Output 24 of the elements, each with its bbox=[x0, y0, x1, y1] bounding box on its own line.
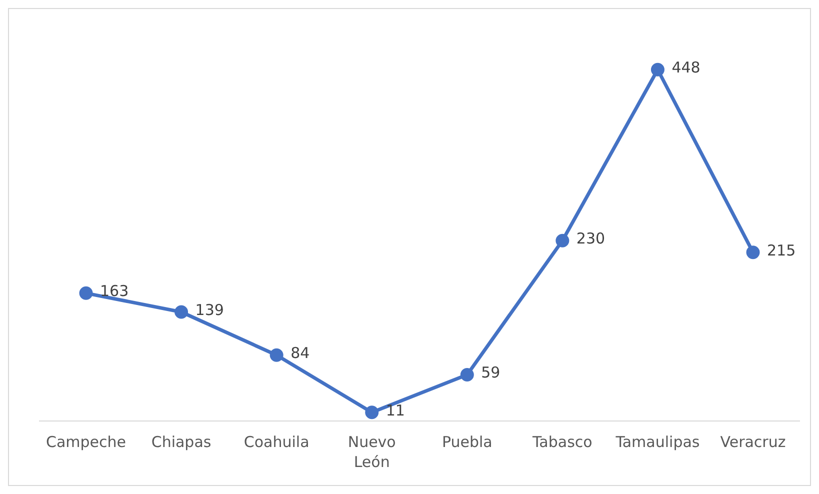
x-tick-label: Campeche bbox=[46, 433, 126, 451]
data-label: 163 bbox=[100, 282, 129, 300]
data-label: 215 bbox=[767, 241, 796, 260]
point bbox=[556, 234, 570, 248]
point bbox=[79, 286, 93, 300]
point bbox=[270, 348, 284, 362]
data-label: 84 bbox=[290, 344, 310, 362]
x-tick-label: Chiapas bbox=[151, 433, 212, 451]
point bbox=[460, 368, 474, 382]
data-label: 11 bbox=[386, 401, 405, 420]
point bbox=[365, 406, 379, 420]
data-label: 448 bbox=[672, 58, 700, 77]
data-label: 230 bbox=[576, 230, 606, 248]
x-tick-label: Coahuila bbox=[244, 433, 310, 451]
point bbox=[746, 246, 760, 260]
data-label: 139 bbox=[195, 300, 224, 319]
point bbox=[650, 62, 664, 76]
x-tick-label: Veracruz bbox=[720, 433, 786, 451]
point bbox=[174, 305, 188, 319]
x-tick-label: Puebla bbox=[442, 433, 492, 451]
x-tick-label: Tamaulipas bbox=[614, 433, 700, 451]
data-label: 59 bbox=[481, 364, 500, 382]
x-tick-label: Nuevo León bbox=[348, 433, 396, 471]
x-tick-label: Tabasco bbox=[532, 433, 592, 451]
